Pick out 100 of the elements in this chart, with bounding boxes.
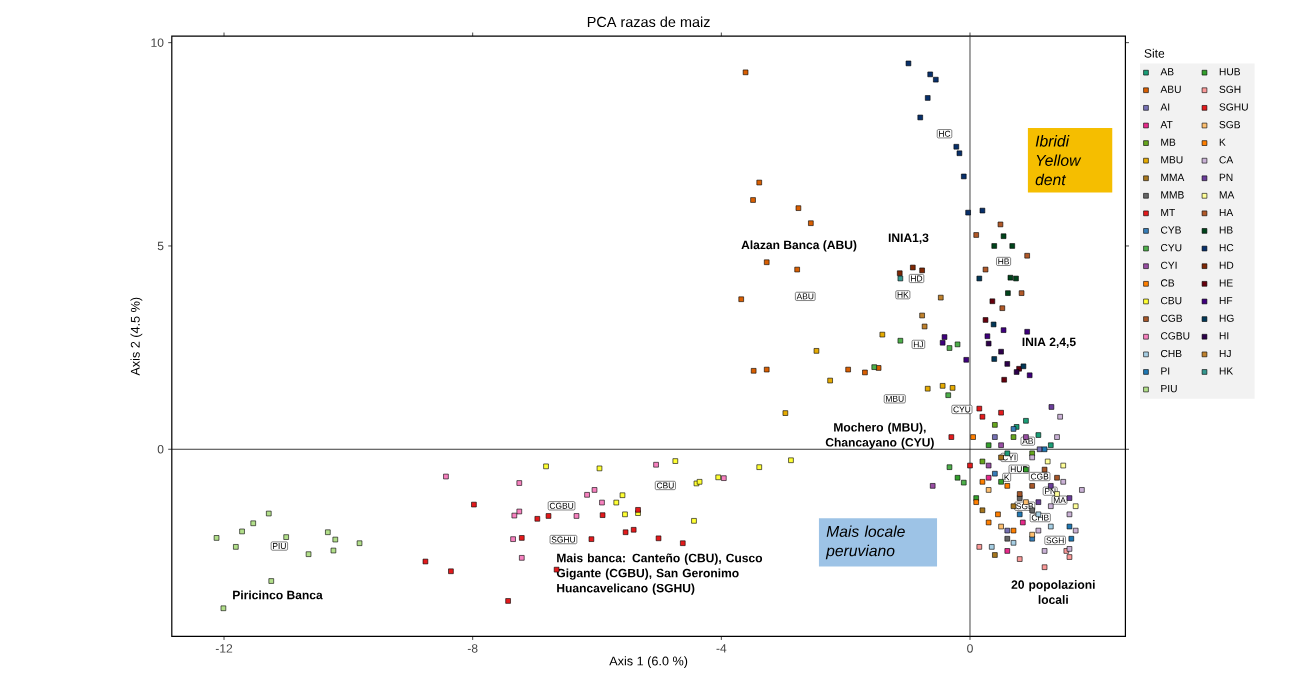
point (756, 464, 762, 470)
point (1004, 548, 1010, 554)
annotation: HK (897, 291, 909, 298)
point (795, 205, 802, 211)
point (949, 385, 956, 391)
point (985, 462, 992, 469)
point (1004, 527, 1010, 534)
annotation: MA (1053, 497, 1066, 504)
point (422, 558, 429, 565)
point (991, 356, 997, 362)
point (973, 499, 979, 505)
point (970, 434, 976, 440)
point (954, 475, 961, 481)
point (1017, 511, 1023, 518)
legend-label: MT (1161, 208, 1175, 216)
point (1054, 434, 1060, 440)
legend-label: HUB (1219, 68, 1241, 76)
point (1029, 483, 1035, 489)
point (1035, 432, 1042, 438)
point (1044, 458, 1051, 465)
annotation: AB (1022, 438, 1033, 445)
legend-label: PIU (1161, 385, 1177, 393)
point (948, 434, 955, 440)
point (871, 364, 877, 370)
point (266, 510, 272, 517)
point (875, 365, 882, 371)
point (998, 348, 1004, 355)
point (510, 536, 516, 542)
annotation: K (1004, 474, 1010, 481)
x-tick-label: -8 (467, 644, 478, 653)
point (997, 221, 1004, 228)
point (332, 536, 339, 543)
point (1004, 361, 1010, 367)
point (1066, 495, 1073, 501)
point (985, 442, 992, 448)
point (963, 357, 969, 363)
point (945, 392, 951, 398)
point (516, 480, 523, 486)
point (622, 511, 628, 518)
point (1072, 527, 1079, 534)
point (1017, 491, 1023, 497)
point (1013, 275, 1019, 282)
point (989, 298, 996, 304)
legend-label: CYI (1160, 261, 1177, 269)
point (1041, 564, 1048, 570)
point (808, 220, 814, 226)
point (1024, 253, 1030, 259)
annotation: Mais locale peruviano (825, 525, 905, 560)
point (305, 551, 312, 557)
legend-label: SGH (1219, 85, 1241, 93)
point (715, 474, 721, 481)
point (511, 512, 518, 519)
point (250, 520, 256, 526)
point (233, 544, 239, 550)
legend-label: K (1219, 138, 1226, 146)
point (1000, 233, 1007, 239)
point (992, 552, 998, 558)
point (794, 266, 800, 273)
point (927, 71, 933, 78)
point (929, 483, 936, 489)
point (588, 536, 595, 542)
point (954, 341, 961, 348)
point (1035, 499, 1042, 505)
y-tick-label: 10 (151, 38, 164, 47)
point (630, 527, 637, 533)
point (897, 338, 904, 344)
legend-label: PN (1219, 173, 1233, 181)
point (813, 348, 820, 354)
point (1004, 536, 1010, 542)
annotation: CYU (953, 406, 971, 413)
legend-label: AT (1160, 121, 1173, 129)
point (939, 340, 946, 346)
legend-label: CA (1219, 156, 1234, 164)
point (1018, 290, 1025, 296)
point (991, 243, 997, 249)
point (976, 544, 983, 550)
legend-label: CBU (1160, 296, 1182, 305)
point (750, 368, 757, 374)
point (1041, 548, 1048, 554)
legend-label: MBU (1161, 156, 1183, 164)
point (845, 366, 851, 373)
point (1035, 527, 1042, 534)
point (1054, 475, 1060, 481)
point (655, 535, 662, 542)
legend-label: SGB (1219, 121, 1241, 129)
point (999, 305, 1006, 311)
point (919, 312, 925, 319)
point (1009, 243, 1015, 249)
point (1066, 511, 1073, 518)
annotation: CGBU (549, 502, 574, 509)
point (919, 267, 925, 274)
point (992, 470, 998, 477)
point (691, 518, 697, 524)
point (1010, 434, 1017, 440)
point (933, 76, 939, 83)
point (1041, 466, 1048, 473)
legend-title: Site (1144, 48, 1165, 58)
point (946, 464, 953, 470)
annotation: Alazan Banca (ABU) (741, 240, 857, 252)
point (953, 144, 960, 150)
